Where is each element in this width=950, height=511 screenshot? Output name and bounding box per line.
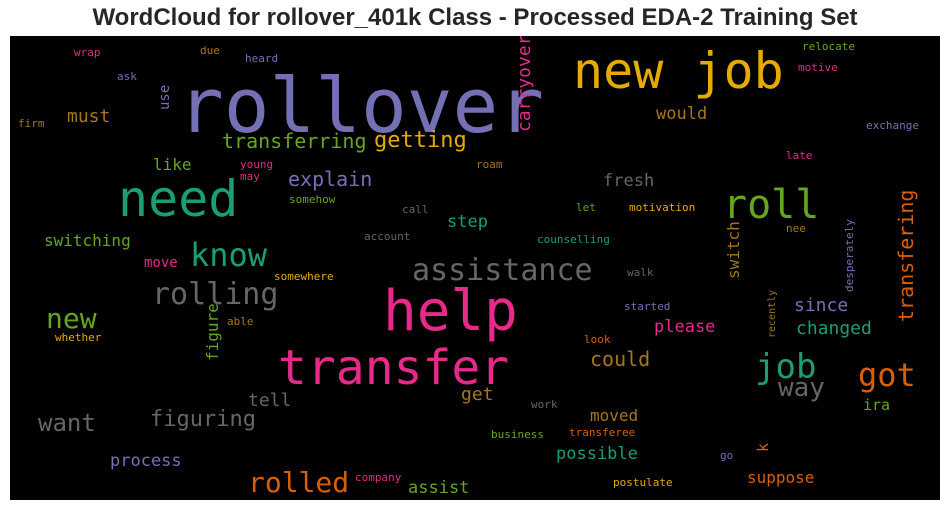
word-may: may — [240, 170, 260, 183]
word-wrap: wrap — [74, 46, 101, 59]
word-transfering: transfering — [894, 190, 918, 322]
word-look: look — [584, 333, 611, 346]
word-explain: explain — [288, 167, 372, 191]
word-new-job: new job — [573, 42, 784, 100]
chart-title: WordCloud for rollover_401k Class - Proc… — [92, 4, 858, 31]
word-company: company — [355, 471, 402, 484]
word-exchange: exchange — [866, 119, 919, 132]
word-rolled: rolled — [248, 466, 349, 499]
word-please: please — [654, 317, 715, 337]
word-go: go — [720, 449, 733, 462]
word-recently: recently — [767, 290, 778, 338]
word-got: got — [858, 356, 916, 394]
word-able: able — [227, 315, 254, 328]
word-since: since — [794, 295, 848, 316]
word-figure: figure — [203, 303, 222, 361]
word-started: started — [624, 300, 670, 313]
word-get: get — [461, 384, 494, 405]
word-roam: roam — [476, 158, 503, 171]
word-account: account — [364, 230, 410, 243]
word-getting: getting — [374, 128, 467, 153]
word-roll: roll — [723, 182, 819, 228]
word-motive: motive — [798, 61, 838, 74]
word-figuring: figuring — [150, 407, 256, 432]
word-relocate: relocate — [802, 40, 855, 53]
word-rollover: rollover — [178, 61, 544, 150]
word-somewhere: somewhere — [274, 270, 334, 283]
word-transferring: transferring — [222, 129, 367, 153]
word-let: let — [576, 201, 596, 214]
word-job: job — [755, 347, 816, 387]
word-postulate: postulate — [613, 476, 673, 489]
word-carryover: carryover — [514, 36, 535, 132]
word-assistance: assistance — [412, 253, 593, 288]
word-young: young — [240, 158, 273, 171]
word-need: need — [118, 170, 238, 228]
word-k: k — [754, 443, 772, 452]
word-suppose: suppose — [747, 468, 814, 487]
word-want: want — [38, 409, 96, 437]
word-desperately: desperately — [843, 219, 856, 292]
word-use: use — [157, 85, 173, 110]
word-moved: moved — [590, 406, 638, 425]
word-way: way — [778, 373, 825, 403]
word-rolling: rolling — [152, 277, 278, 312]
word-must: must — [67, 106, 110, 127]
word-new: new — [46, 302, 97, 335]
word-would: would — [656, 104, 707, 124]
word-assist: assist — [408, 478, 469, 498]
word-motivation: motivation — [629, 201, 695, 214]
word-due: due — [200, 44, 220, 57]
word-like: like — [153, 155, 192, 174]
word-cloud: rollover new job need help transfer roll know a… — [10, 36, 940, 500]
word-nee: nee — [786, 222, 806, 235]
word-counselling: counselling — [537, 233, 610, 246]
word-business: business — [491, 428, 544, 441]
word-step: step — [447, 212, 488, 232]
word-work: work — [531, 398, 558, 411]
word-changed: changed — [796, 318, 872, 339]
word-know: know — [190, 236, 268, 274]
word-walk: walk — [627, 266, 654, 279]
word-firm: firm — [18, 117, 45, 130]
word-switching: switching — [44, 231, 131, 250]
word-help: help — [383, 279, 518, 344]
word-fresh: fresh — [603, 171, 654, 191]
word-ask: ask — [117, 70, 137, 83]
word-whether: whether — [55, 331, 102, 344]
word-switch: switch — [724, 221, 743, 279]
word-could: could — [590, 347, 650, 371]
word-possible: possible — [556, 444, 638, 464]
word-transfer: transfer — [278, 340, 509, 396]
word-transferee: transferee — [569, 426, 635, 439]
word-process: process — [110, 451, 182, 471]
word-call: call — [402, 203, 429, 216]
word-ira: ira — [863, 396, 890, 414]
word-move: move — [144, 255, 178, 271]
word-late: late — [786, 149, 813, 162]
word-tell: tell — [248, 390, 291, 411]
word-heard: heard — [245, 52, 278, 65]
word-somehow: somehow — [289, 193, 336, 206]
